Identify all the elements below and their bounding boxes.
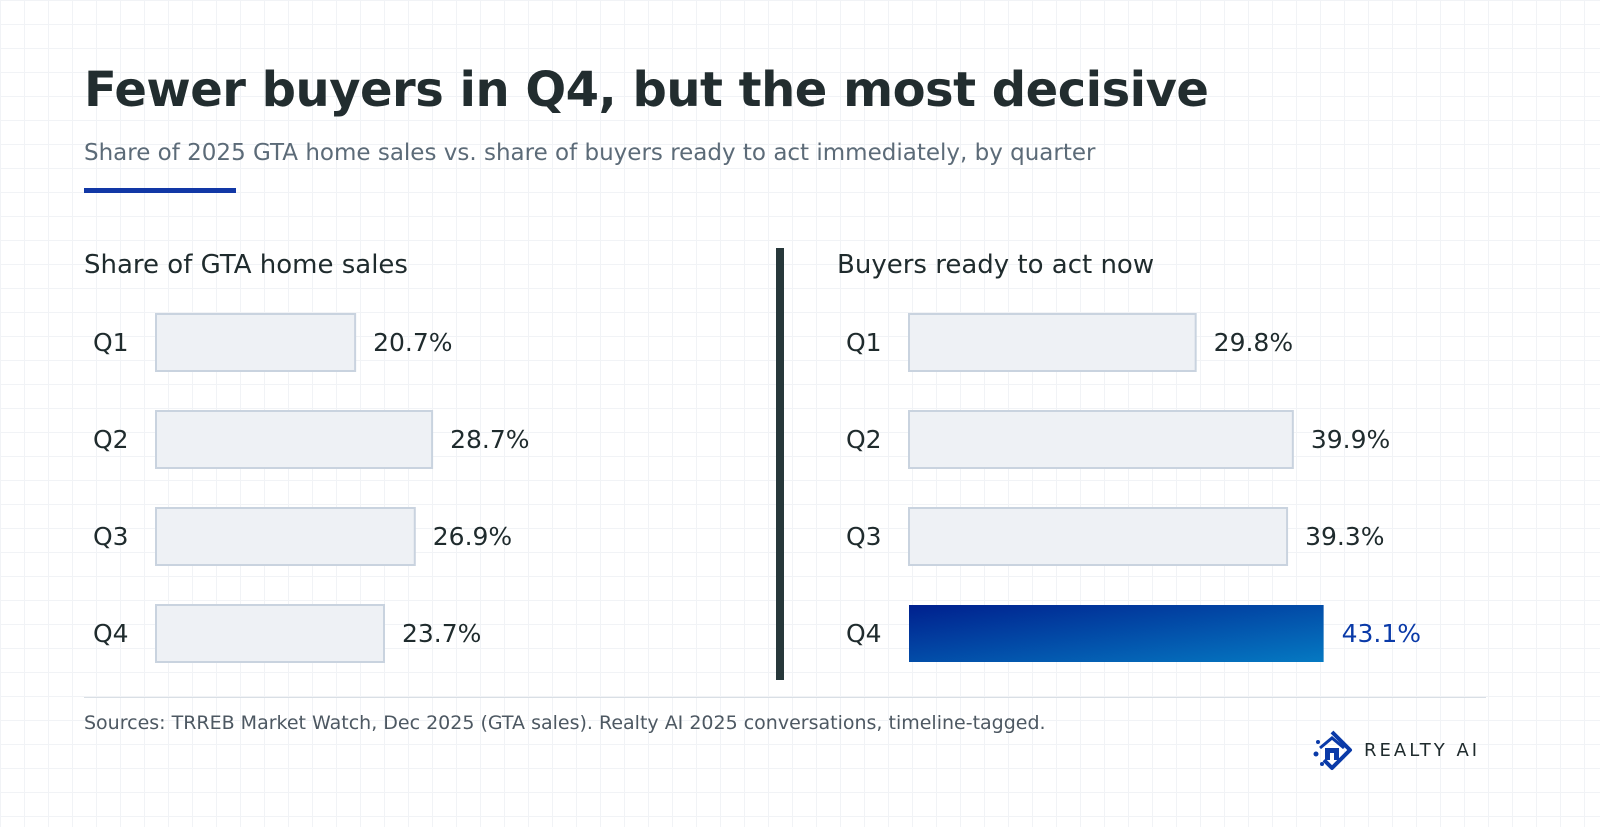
category-label-q2: Q2 [846, 425, 882, 454]
bar-q1 [908, 313, 1197, 372]
value-label-q4: 43.1% [1342, 619, 1421, 648]
sales-share-chart: Q1 20.7% Q2 28.7% Q3 26.9% Q4 23.7% [93, 313, 530, 663]
brand-name: REALTY AI [1364, 739, 1481, 761]
value-label-q2: 39.9% [1311, 425, 1390, 454]
realty-ai-logo-icon [1313, 730, 1352, 770]
category-label-q3: Q3 [93, 522, 129, 551]
chart-subtitle: Share of 2025 GTA home sales vs. share o… [84, 140, 1096, 166]
bar-q3 [155, 507, 416, 566]
category-label-q4: Q4 [93, 619, 129, 648]
brand-logo: REALTY AI [1310, 728, 1480, 772]
value-label-q1: 20.7% [373, 328, 452, 357]
bar-q2 [155, 410, 434, 469]
value-label-q2: 28.7% [450, 425, 529, 454]
category-label-q1: Q1 [846, 328, 882, 357]
value-label-q3: 39.3% [1305, 522, 1384, 551]
panel-divider [776, 248, 784, 680]
buyers-ready-chart: Q1 29.8% Q2 39.9% Q3 39.3% Q4 43.1% [846, 313, 1421, 662]
value-label-q4: 23.7% [402, 619, 481, 648]
value-label-q3: 26.9% [433, 522, 512, 551]
value-label-q1: 29.8% [1214, 328, 1293, 357]
bar-q4 [155, 604, 385, 663]
bar-q3 [908, 507, 1289, 566]
panel-title-buyers: Buyers ready to act now [837, 250, 1155, 280]
category-label-q4: Q4 [846, 619, 882, 648]
chart-title: Fewer buyers in Q4, but the most decisiv… [84, 62, 1209, 118]
panel-title-sales: Share of GTA home sales [84, 250, 408, 280]
category-label-q1: Q1 [93, 328, 129, 357]
category-label-q3: Q3 [846, 522, 882, 551]
source-note: Sources: TRREB Market Watch, Dec 2025 (G… [84, 712, 1046, 734]
bar-q4 [909, 605, 1324, 662]
footer-rule [84, 697, 1486, 698]
accent-rule [84, 188, 236, 193]
bar-q1 [155, 313, 357, 372]
bar-q2 [908, 410, 1294, 469]
category-label-q2: Q2 [93, 425, 129, 454]
